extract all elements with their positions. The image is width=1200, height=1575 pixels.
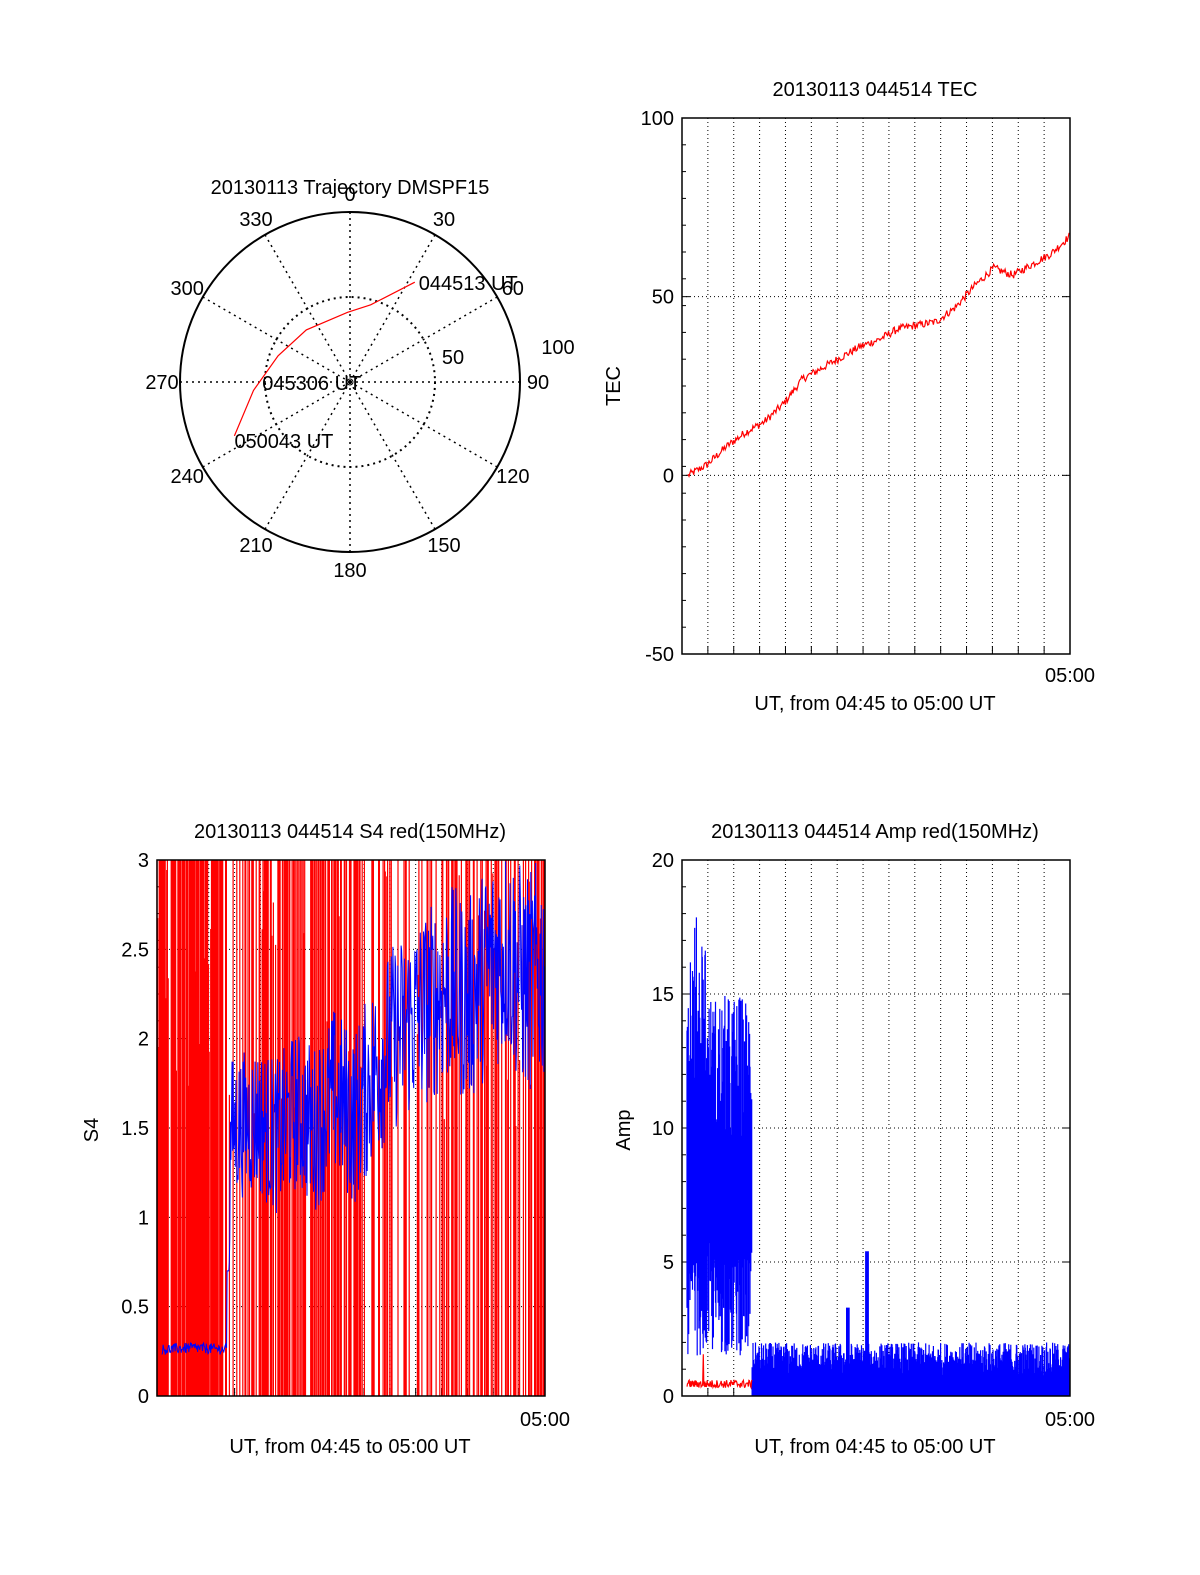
amp-y-tick-label: 0 [663,1386,674,1408]
tec-series-line [687,232,1071,479]
amp-blue-band [686,917,1071,1396]
polar-spoke [349,381,436,530]
amp-chart: 20130113 044514 Amp red(150MHz) UT, from… [613,821,1095,1458]
polar-angle-label: 300 [170,278,203,300]
tec-title: 20130113 044514 TEC [773,79,978,101]
tec-y-tick-label: 50 [652,287,674,309]
amp-y-tick-label: 5 [663,1252,674,1274]
polar-trajectory-line [233,281,416,437]
amp-red-line [686,1354,753,1390]
s4-blue-line [161,861,546,1356]
polar-spoke [264,234,351,383]
amp-x-axis-label: UT, from 04:45 to 05:00 UT [754,1436,995,1458]
tec-chart: 20130113 044514 TEC UT, from 04:45 to 05… [603,79,1095,715]
s4-y-tick-label: 1.5 [121,1118,149,1140]
tec-y-axis-label: TEC [603,366,625,406]
s4-x-axis-label: UT, from 04:45 to 05:00 UT [229,1436,470,1458]
s4-title: 20130113 044514 S4 red(150MHz) [194,821,506,843]
amp-y-axis-label: Amp [613,1109,635,1150]
s4-y-axis-label: S4 [81,1118,103,1142]
polar-title: 20130113 Trajectory DMSPF15 [211,177,490,199]
amp-title: 20130113 044514 Amp red(150MHz) [711,821,1039,843]
polar-annotation-mid: 045306 UT [262,373,361,395]
tec-y-tick-label: 100 [641,108,674,130]
polar-spoke [264,381,351,530]
polar-radial-label: 50 [442,347,464,369]
s4-y-tick-label: 2.5 [121,939,149,961]
polar-angle-label: 180 [333,560,366,582]
polar-angle-label: 0 [344,184,355,206]
tec-y-tick-label: 0 [663,465,674,487]
s4-chart: 20130113 044514 S4 red(150MHz) UT, from … [81,821,570,1458]
polar-angle-label: 30 [433,209,455,231]
polar-spoke [349,381,498,468]
polar-trajectory-chart: 20130113 Trajectory DMSPF15 0 30 60 90 120 15… [145,177,574,582]
polar-spoke [202,381,351,468]
tec-x-tick-label: 05:00 [1045,665,1095,687]
polar-angle-label: 60 [502,278,524,300]
tec-x-axis-label: UT, from 04:45 to 05:00 UT [754,693,995,715]
polar-spoke [202,296,351,383]
amp-x-tick-label: 05:00 [1045,1409,1095,1431]
s4-y-tick-label: 0.5 [121,1297,149,1319]
polar-annotation-end: 050043 UT [234,431,333,453]
s4-y-tick-label: 1 [138,1207,149,1229]
amp-y-tick-label: 20 [652,850,674,872]
polar-center [346,378,354,386]
amp-y-tick-label: 15 [652,984,674,1006]
polar-spoke [349,234,436,383]
tec-plot-frame [681,117,1071,655]
polar-angle-label: 90 [527,372,549,394]
s4-y-tick-label: 3 [138,850,149,872]
polar-angle-label: 240 [170,466,203,488]
polar-radial-label: 100 [541,337,574,359]
polar-angle-label: 270 [145,372,178,394]
polar-annotation-start: 044513 UT [419,273,518,295]
s4-plot-frame [156,859,546,1397]
polar-angle-label: 150 [427,535,460,557]
s4-y-tick-label: 0 [138,1386,149,1408]
polar-angle-label: 330 [239,209,272,231]
polar-angle-label: 120 [496,466,529,488]
amp-plot-frame [681,859,1071,1397]
amp-y-tick-label: 10 [652,1118,674,1140]
tec-y-tick-label: -50 [645,644,674,666]
s4-y-tick-label: 2 [138,1029,149,1051]
s4-x-tick-label: 05:00 [520,1409,570,1431]
polar-angle-label: 210 [239,535,272,557]
polar-spoke [349,296,498,383]
